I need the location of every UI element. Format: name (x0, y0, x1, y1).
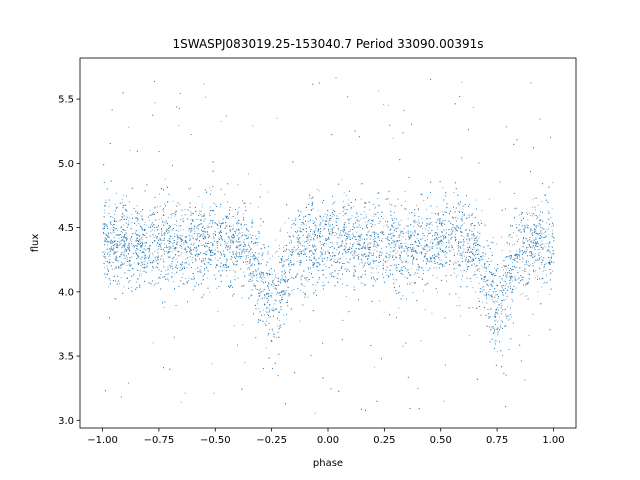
y-tick-label: 5.0 (58, 159, 74, 170)
y-tick-label: 5.5 (58, 95, 74, 106)
y-tick-label: 4.5 (58, 223, 74, 234)
x-tick-label: −1.00 (87, 435, 118, 446)
y-tick-label: 4.0 (58, 287, 74, 298)
y-axis-label: flux (30, 234, 41, 253)
x-tick-label: 1.00 (542, 435, 564, 446)
x-tick-label: −0.50 (200, 435, 231, 446)
y-tick-label: 3.0 (58, 416, 74, 427)
y-axis-ticks: 3.0 3.5 4.0 4.5 5.0 5.5 (58, 95, 80, 427)
x-axis-label: phase (313, 458, 343, 469)
x-tick-label: −0.75 (144, 435, 175, 446)
chart-title: 1SWASPJ083019.25-153040.7 Period 33090.0… (172, 37, 483, 51)
x-axis-ticks: −1.00 −0.75 −0.50 −0.25 0.00 0.25 0.50 0.75 1.00 (87, 428, 565, 446)
x-tick-label: 0.00 (317, 435, 339, 446)
x-tick-label: 0.75 (486, 435, 508, 446)
x-tick-label: 0.25 (373, 435, 395, 446)
x-tick-label: −0.25 (256, 435, 287, 446)
x-tick-label: 0.50 (430, 435, 452, 446)
y-tick-label: 3.5 (58, 352, 74, 363)
